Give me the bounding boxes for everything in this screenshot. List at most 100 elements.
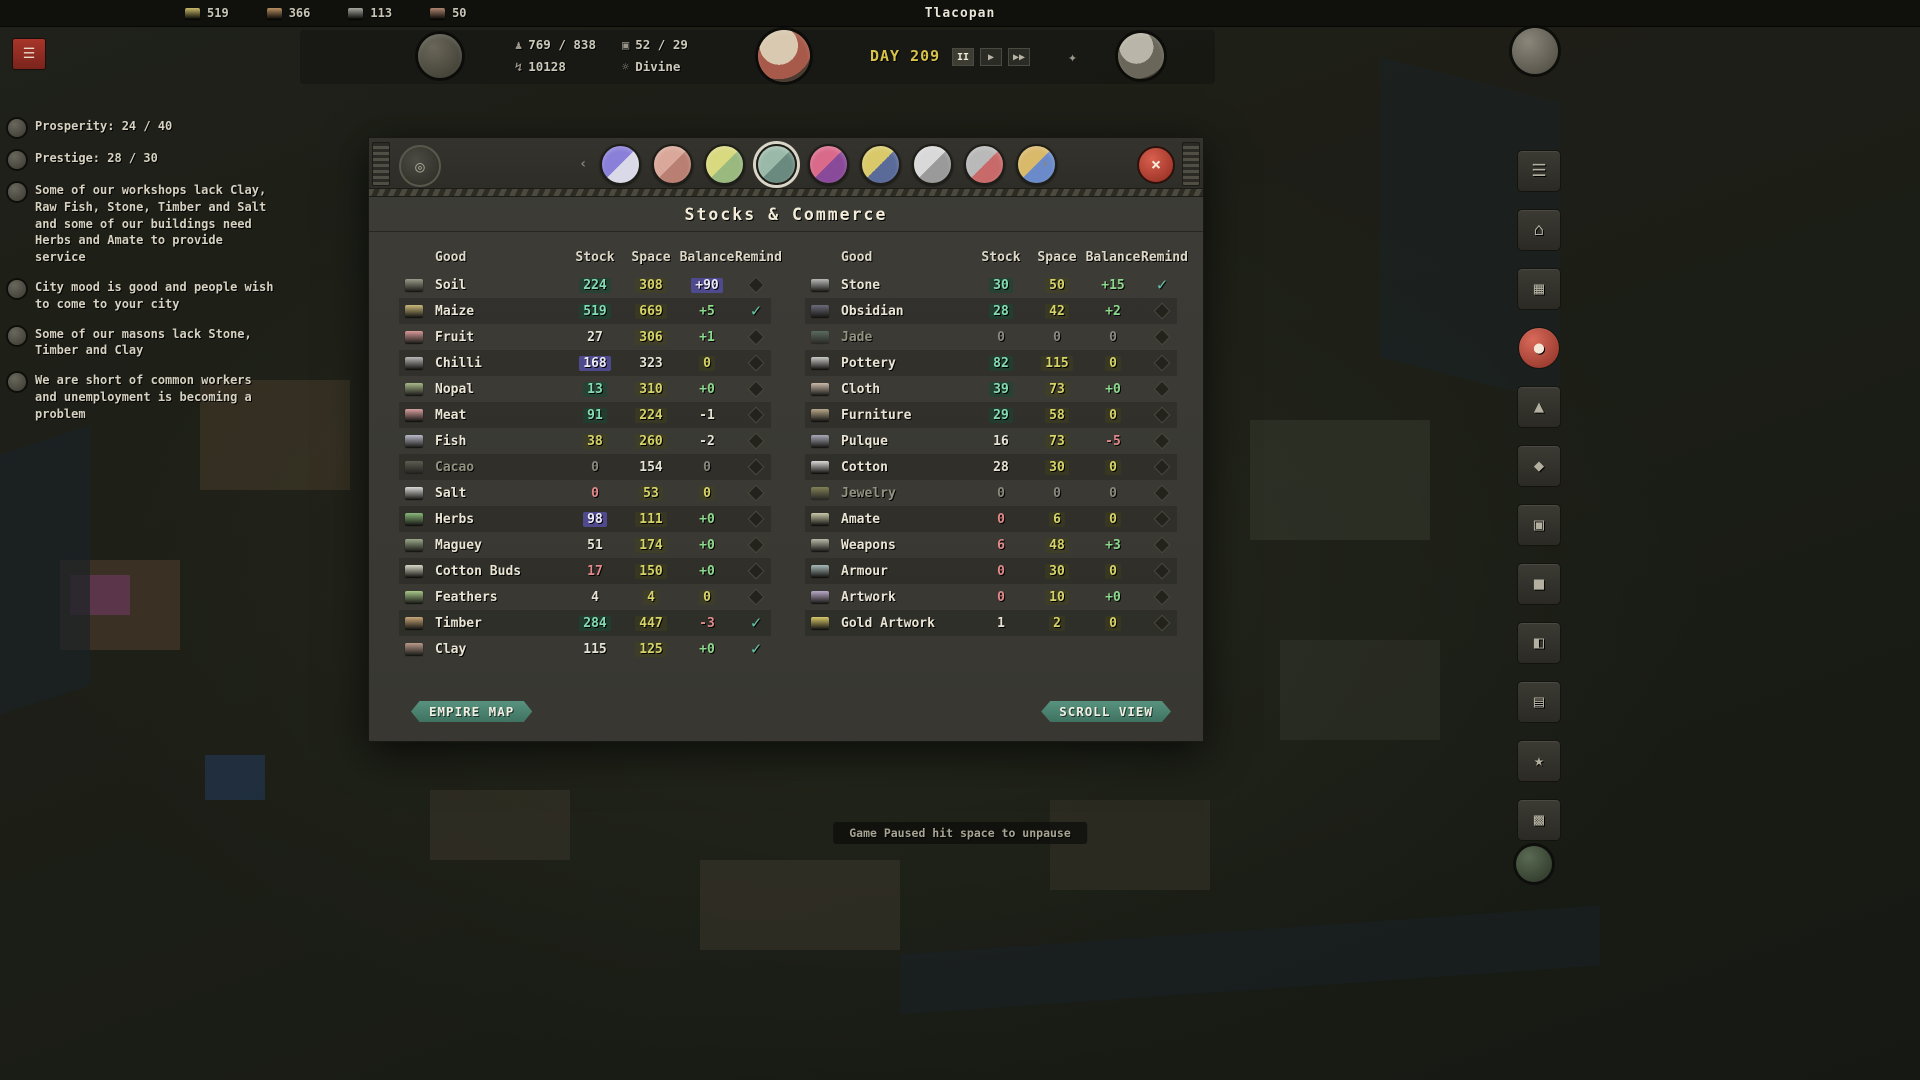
remind-toggle[interactable]: [1153, 380, 1171, 398]
space-value: 48: [1045, 537, 1069, 553]
space-value: 115: [1041, 355, 1073, 371]
city-seal-icon[interactable]: [418, 34, 462, 78]
remind-toggle[interactable]: [1153, 484, 1171, 502]
military-tab-icon[interactable]: [964, 144, 1005, 185]
remind-toggle[interactable]: [747, 458, 765, 476]
remind-toggle[interactable]: [1153, 354, 1171, 372]
build-tool-button-10[interactable]: ▤: [1517, 681, 1561, 723]
good-name: Armour: [841, 563, 888, 579]
culture-tab-icon[interactable]: [860, 144, 901, 185]
minimap-badge[interactable]: [1512, 28, 1558, 74]
remind-toggle[interactable]: [747, 328, 765, 346]
remind-toggle[interactable]: ✓: [747, 301, 765, 321]
notification-item[interactable]: Some of our masons lack Stone, Timber an…: [8, 326, 280, 360]
remind-toggle[interactable]: [747, 562, 765, 580]
population-stat: ♟ 769 / 838: [515, 37, 596, 52]
remind-toggle[interactable]: ✓: [747, 639, 765, 659]
stock-value: 98: [583, 511, 607, 527]
build-tool-button-6[interactable]: ◆: [1517, 445, 1561, 487]
goods-row-right: Artwork 0 10 +0: [805, 584, 1177, 610]
religion-tab-icon[interactable]: [808, 144, 849, 185]
notification-item[interactable]: Prestige: 28 / 30: [8, 150, 280, 169]
remind-toggle[interactable]: [1153, 328, 1171, 346]
citizens-tab-icon[interactable]: [652, 144, 693, 185]
remind-toggle[interactable]: [747, 276, 765, 294]
drag-grip-left[interactable]: [372, 142, 390, 186]
goods-row-right: Armour 0 30 0: [805, 558, 1177, 584]
space-value: 58: [1045, 407, 1069, 423]
salt-icon: [405, 487, 423, 499]
space-value: 310: [635, 381, 667, 397]
remind-toggle[interactable]: [1153, 432, 1171, 450]
build-tool-button-2[interactable]: ⌂: [1517, 209, 1561, 251]
resource-value: 50: [452, 6, 467, 20]
build-tool-button-1[interactable]: ☰: [1517, 150, 1561, 192]
trade-tab-icon[interactable]: [1016, 144, 1057, 185]
goods-row-left: Feathers 4 4 0: [399, 584, 771, 610]
balance-value: 0: [1105, 407, 1121, 423]
fast-forward-button[interactable]: ▶▶: [1008, 48, 1030, 66]
rope-divider: [369, 189, 1203, 197]
buildings-tab-icon[interactable]: [912, 144, 953, 185]
menu-flag-button[interactable]: ☰: [12, 38, 46, 70]
remind-toggle[interactable]: [1153, 614, 1171, 632]
weather-icon: ✦: [1068, 48, 1078, 66]
remind-toggle[interactable]: [747, 380, 765, 398]
pause-button[interactable]: II: [952, 48, 974, 66]
remind-toggle[interactable]: ✓: [747, 613, 765, 633]
remind-toggle[interactable]: [1153, 510, 1171, 528]
column-balance: Balance: [1085, 249, 1141, 265]
remind-toggle[interactable]: [1153, 562, 1171, 580]
build-tool-button-9[interactable]: ◧: [1517, 622, 1561, 664]
remind-toggle[interactable]: [747, 536, 765, 554]
goods-row-left: Fruit 27 306 +1: [399, 324, 771, 350]
remind-diamond-icon: [1153, 406, 1171, 424]
stock-value: 284: [579, 615, 611, 631]
stocks-tab-icon[interactable]: [756, 144, 797, 185]
remind-toggle[interactable]: [1153, 588, 1171, 606]
space-value: 447: [635, 615, 667, 631]
menu-icon: ☰: [22, 46, 36, 62]
cloth-icon: [811, 383, 829, 395]
remind-toggle[interactable]: [747, 406, 765, 424]
dialog-header: ◎ ‹ › ×: [369, 138, 1203, 189]
build-tool-button-7[interactable]: ▣: [1517, 504, 1561, 546]
tabs-scroll-right-icon[interactable]: ›: [1041, 156, 1050, 172]
artwork-icon: [811, 591, 829, 603]
tabs-scroll-left-icon[interactable]: ‹: [579, 156, 588, 172]
play-button[interactable]: ▶: [980, 48, 1002, 66]
remind-diamond-icon: [1153, 354, 1171, 372]
advisor-portrait[interactable]: [1118, 33, 1164, 79]
build-tool-button-8[interactable]: ■: [1517, 563, 1561, 605]
compass-icon[interactable]: [1516, 846, 1552, 882]
agriculture-tab-icon[interactable]: [704, 144, 745, 185]
close-icon[interactable]: ×: [1137, 146, 1175, 184]
remind-toggle[interactable]: [1153, 406, 1171, 424]
remind-toggle[interactable]: [1153, 458, 1171, 476]
notification-item[interactable]: Prosperity: 24 / 40: [8, 118, 280, 137]
goods-row-left: Clay 115 125 +0 ✓: [399, 636, 771, 662]
remind-toggle[interactable]: [747, 354, 765, 372]
remind-toggle[interactable]: [747, 484, 765, 502]
notification-item[interactable]: Some of our workshops lack Clay, Raw Fis…: [8, 182, 280, 266]
population-tab-icon[interactable]: [600, 144, 641, 185]
build-tool-button-4[interactable]: ●: [1518, 327, 1560, 369]
notification-item[interactable]: City mood is good and people wish to com…: [8, 279, 280, 313]
ruler-portrait[interactable]: [758, 30, 810, 82]
notification-item[interactable]: We are short of common workers and unemp…: [8, 372, 280, 422]
remind-toggle[interactable]: ✓: [1153, 275, 1171, 295]
remind-toggle[interactable]: [747, 510, 765, 528]
empire-map-button[interactable]: EMPIRE MAP: [411, 701, 533, 722]
scroll-view-button[interactable]: SCROLL VIEW: [1041, 701, 1171, 722]
build-tool-button-3[interactable]: ▦: [1517, 268, 1561, 310]
overview-compass-button[interactable]: ◎: [399, 145, 441, 187]
remind-toggle[interactable]: [1153, 536, 1171, 554]
remind-diamond-icon: [747, 458, 765, 476]
remind-toggle[interactable]: [1153, 302, 1171, 320]
remind-toggle[interactable]: [747, 432, 765, 450]
build-tool-button-5[interactable]: ▲: [1517, 386, 1561, 428]
remind-toggle[interactable]: [747, 588, 765, 606]
build-tool-button-12[interactable]: ▩: [1517, 799, 1561, 841]
build-tool-button-11[interactable]: ★: [1517, 740, 1561, 782]
drag-grip-right[interactable]: [1182, 142, 1200, 186]
